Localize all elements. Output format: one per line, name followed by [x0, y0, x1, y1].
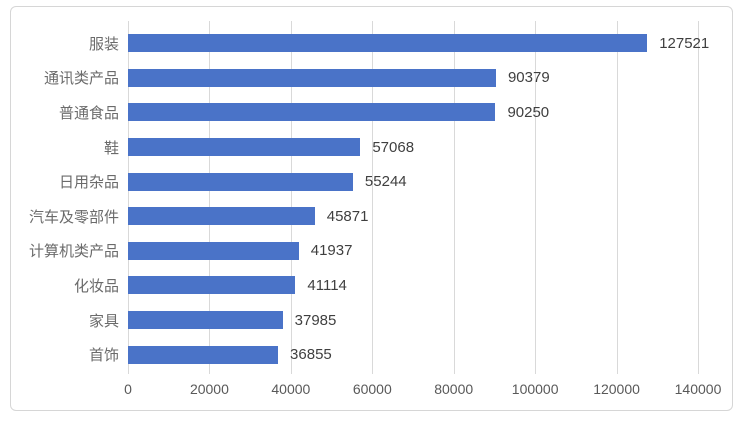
bar [128, 345, 279, 364]
chart-row: 汽车及零部件 45871 [0, 199, 739, 234]
bar-track: 55244 [128, 172, 739, 191]
bar-track: 37985 [128, 311, 739, 330]
bar [128, 138, 361, 157]
value-label: 127521 [659, 34, 710, 52]
category-label: 普通食品 [58, 104, 119, 122]
bar-track: 41937 [128, 241, 739, 260]
bar [128, 311, 283, 330]
chart-row: 鞋 57068 [0, 130, 739, 165]
chart-row: 化妆品 41114 [0, 268, 739, 303]
bar [128, 276, 296, 295]
bar-track: 36855 [128, 345, 739, 364]
category-label: 鞋 [103, 139, 119, 157]
bar-track: 45871 [128, 207, 739, 226]
x-tick-label: 40000 [271, 381, 311, 397]
category-label: 日用杂品 [58, 174, 119, 192]
category-label: 通讯类产品 [43, 70, 119, 88]
bar-track: 90250 [128, 103, 739, 122]
value-label: 37985 [294, 311, 337, 329]
value-label: 90250 [507, 103, 550, 121]
category-label: 汽车及零部件 [28, 208, 119, 226]
bar [128, 68, 496, 87]
x-tick-label: 0 [124, 381, 132, 397]
x-axis: 0 20000 40000 60000 80000 100000 120000 140000 [124, 381, 721, 401]
bar-rows: 服装 127521 通讯类产品 90379 普通食品 90250 鞋 57068 日用杂品 552… [0, 26, 739, 372]
x-tick-label: 20000 [189, 381, 229, 397]
bar [128, 241, 299, 260]
value-label: 41937 [310, 242, 353, 260]
chart-row: 服装 127521 [0, 26, 739, 61]
chart-row: 日用杂品 55244 [0, 164, 739, 199]
value-label: 36855 [290, 346, 332, 364]
category-label: 计算机类产品 [28, 243, 119, 261]
category-label: 家具 [88, 312, 119, 330]
value-label: 55244 [364, 173, 407, 191]
value-label: 41114 [307, 276, 347, 294]
bar-track: 127521 [128, 34, 739, 53]
x-tick-label: 140000 [674, 381, 722, 397]
bar [128, 172, 353, 191]
category-label: 首饰 [88, 347, 119, 365]
category-label: 服装 [88, 35, 119, 53]
x-tick-label: 120000 [593, 381, 640, 397]
value-label: 45871 [326, 207, 369, 225]
chart-row: 通讯类产品 90379 [0, 61, 739, 96]
x-tick-label: 60000 [352, 381, 392, 397]
value-label: 57068 [372, 138, 415, 156]
bar [128, 207, 315, 226]
value-label: 90379 [507, 69, 550, 87]
bar-track: 90379 [128, 68, 739, 87]
bar [128, 34, 648, 53]
chart-row: 计算机类产品 41937 [0, 234, 739, 269]
category-label: 化妆品 [73, 277, 119, 295]
x-tick-label: 100000 [511, 381, 559, 397]
chart-row: 首饰 36855 [0, 337, 739, 372]
bar [128, 103, 496, 122]
x-tick-label: 80000 [434, 381, 474, 397]
chart-row: 家具 37985 [0, 303, 739, 338]
bar-track: 41114 [128, 276, 739, 295]
chart-row: 普通食品 90250 [0, 95, 739, 130]
bar-track: 57068 [128, 138, 739, 157]
